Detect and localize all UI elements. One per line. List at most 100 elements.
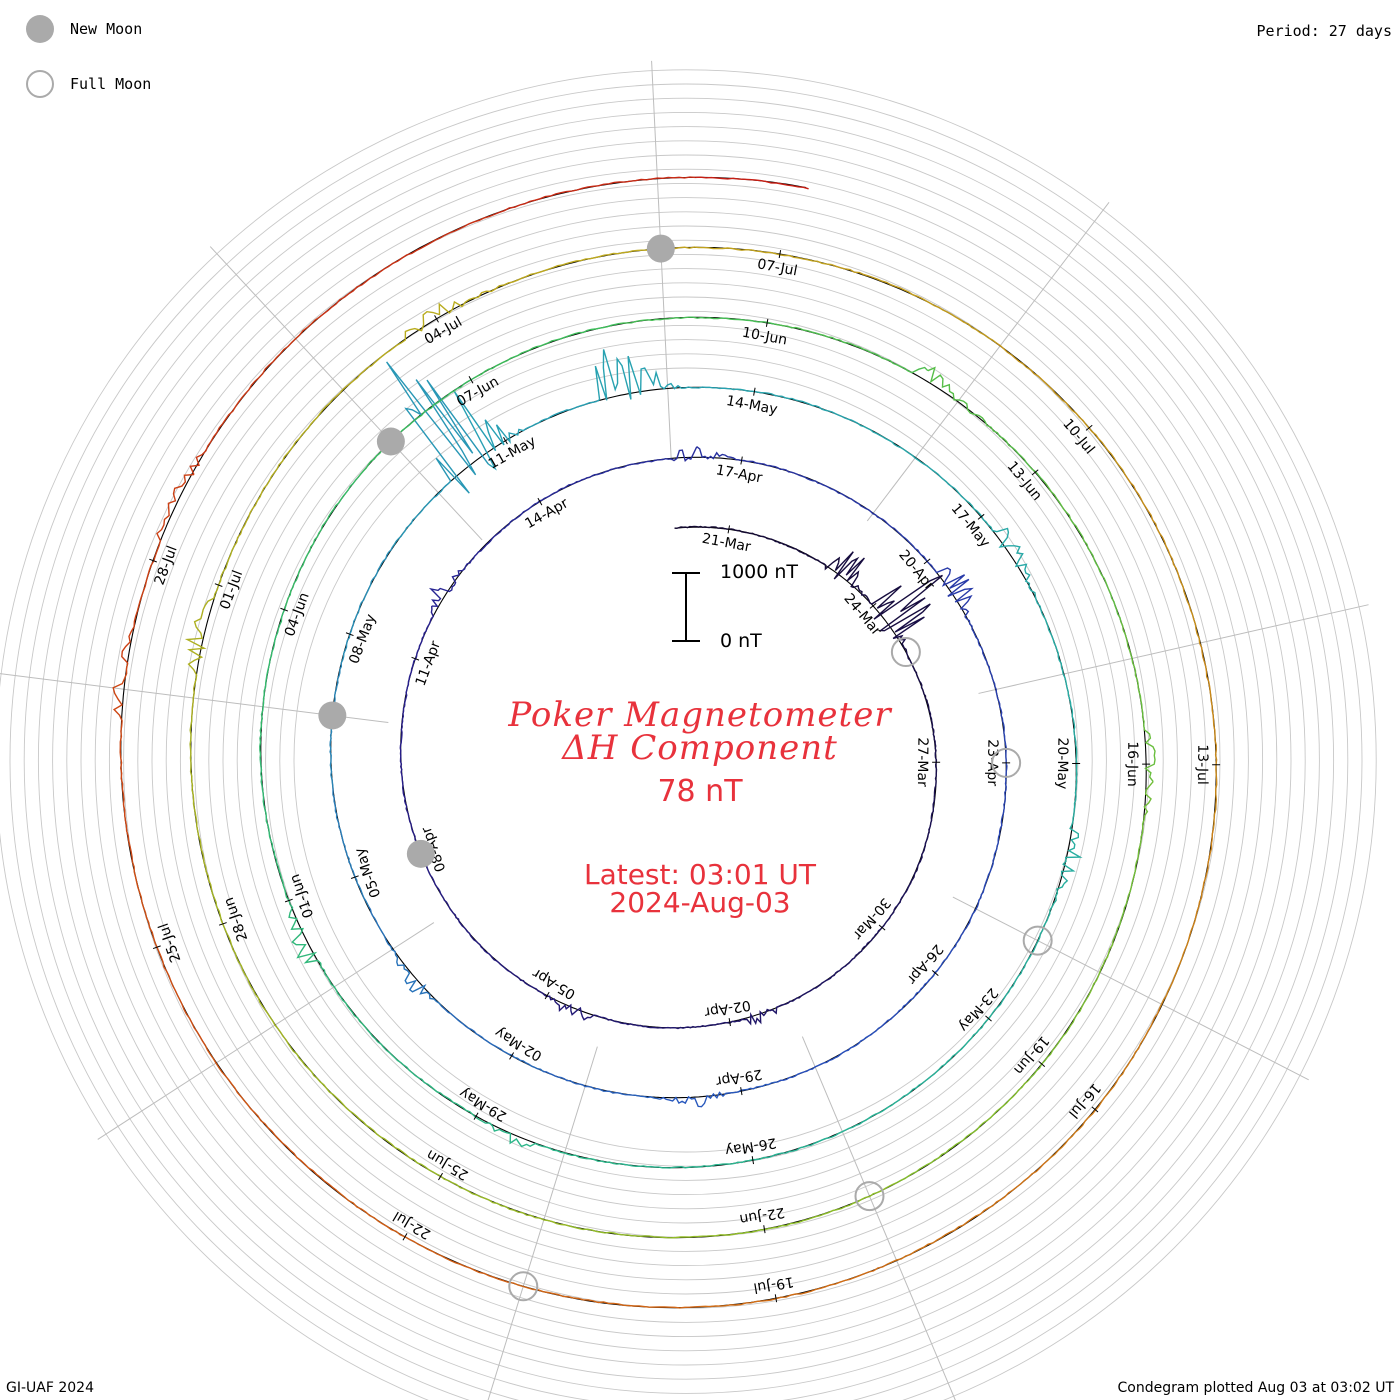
trace-segment	[283, 476, 359, 610]
date-tick-label: 26-May	[724, 1134, 778, 1158]
date-tick-label: 25-Jul	[156, 921, 185, 965]
date-tick-mark	[977, 513, 985, 520]
trace-segment	[687, 1005, 780, 1029]
trace-segment	[1124, 473, 1201, 644]
trace-segment	[1158, 828, 1215, 1010]
date-tick-mark	[923, 558, 931, 565]
legend-full-moon-label: Full Moon	[70, 75, 152, 93]
date-tick-label: 19-Jul	[752, 1273, 795, 1295]
date-tick-mark	[218, 922, 227, 926]
date-tick-mark	[503, 436, 508, 445]
date-tick-mark	[740, 456, 743, 465]
trace-segment	[966, 500, 1043, 614]
trace-segment	[894, 1006, 999, 1104]
date-tick-mark	[778, 250, 782, 259]
date-tick-label: 05-Apr	[530, 965, 579, 1003]
trace-segment	[1198, 642, 1218, 829]
trace-segment	[399, 705, 408, 807]
trace-segment	[620, 1156, 765, 1169]
trace-segment	[477, 248, 652, 298]
trace-segment	[909, 797, 935, 884]
grid-ring	[293, 367, 1079, 1153]
date-tick-label: 02-Apr	[703, 997, 752, 1021]
trace-segment	[189, 716, 213, 890]
grid-ring	[108, 182, 1264, 1338]
plotted-timestamp: Condegram plotted Aug 03 at 03:02 UT	[1117, 1380, 1394, 1396]
date-tick-mark	[765, 318, 769, 327]
date-tick-mark	[1038, 1061, 1046, 1067]
full-moon-icon	[26, 70, 54, 98]
grid-ring	[80, 154, 1292, 1366]
grid-ring	[23, 97, 1349, 1400]
grid-ring	[165, 239, 1207, 1281]
trace-segment	[366, 1029, 483, 1122]
date-tick-mark	[509, 1052, 515, 1060]
trace-segment	[474, 322, 620, 379]
trace-segment	[121, 473, 195, 664]
grid-ring	[52, 126, 1320, 1394]
date-tick-label: 07-Jul	[756, 256, 799, 279]
trace-segment	[1120, 621, 1156, 783]
date-tick-mark	[727, 525, 731, 534]
date-tick-label: 14-Apr	[523, 495, 572, 532]
date-tick-mark	[869, 602, 877, 609]
trace-segment	[189, 316, 320, 475]
date-tick-label: 22-Jul	[391, 1208, 434, 1242]
trace-segment	[204, 1045, 338, 1192]
grid-spoke	[487, 1046, 598, 1400]
chart-title: Poker Magnetometer	[508, 695, 892, 735]
legend-full-moon: Full Moon	[26, 68, 151, 100]
trace-segment	[674, 525, 757, 536]
trace-segment	[777, 1026, 882, 1083]
grid-ring	[151, 225, 1221, 1295]
trace-segment	[332, 296, 479, 401]
trace-segment	[1043, 481, 1122, 623]
trace-segment	[1046, 1008, 1161, 1162]
date-tick-mark	[284, 898, 293, 903]
trace-segment	[368, 906, 442, 1007]
grid-ring	[179, 253, 1193, 1267]
full-moon-marker	[1022, 925, 1053, 956]
trace-segment	[403, 606, 435, 706]
grid-ring	[9, 83, 1363, 1400]
trace-segment	[857, 422, 968, 502]
date-tick-label: 10-Jul	[1059, 416, 1097, 457]
grid-spoke	[801, 1036, 956, 1400]
trace-segment	[453, 391, 600, 471]
trace-segment	[318, 213, 495, 318]
trace-segment	[593, 1014, 689, 1030]
date-tick-label: 11-May	[486, 433, 539, 472]
date-tick-mark	[434, 315, 439, 323]
trace-segment	[995, 342, 1126, 475]
date-tick-mark	[411, 656, 420, 661]
grid-ring	[236, 310, 1136, 1210]
trace-segment	[112, 662, 134, 862]
trace-segment	[895, 529, 974, 617]
trace-segment	[880, 940, 959, 1028]
new-moon-marker	[376, 427, 405, 456]
date-tick-mark	[878, 924, 886, 931]
date-tick-mark	[740, 1087, 743, 1096]
date-tick-label: 29-May	[457, 1084, 510, 1124]
date-tick-label: 04-Jun	[282, 590, 313, 638]
trace-segment	[594, 349, 731, 401]
current-value: 78 nT	[657, 774, 743, 809]
date-tick-label: 27-Mar	[914, 737, 930, 787]
trace-segment	[287, 1043, 415, 1161]
date-tick-label: 14-May	[725, 393, 779, 418]
date-tick-mark	[345, 632, 354, 637]
date-tick-label: 08-May	[346, 612, 379, 666]
trace-segment	[738, 1181, 898, 1235]
grid-spoke	[209, 246, 483, 541]
trace-segment	[696, 446, 803, 477]
new-moon-marker	[406, 839, 435, 868]
latest-date: 2024-Aug-03	[609, 886, 791, 919]
grid-ring	[194, 268, 1178, 1252]
date-tick-label: 26-Apr	[903, 941, 946, 987]
grid-ring	[0, 69, 1377, 1400]
date-tick-mark	[985, 1015, 992, 1022]
trace-segment	[763, 1102, 896, 1159]
trace-segment	[1041, 612, 1077, 746]
grid-rings	[0, 69, 1377, 1400]
